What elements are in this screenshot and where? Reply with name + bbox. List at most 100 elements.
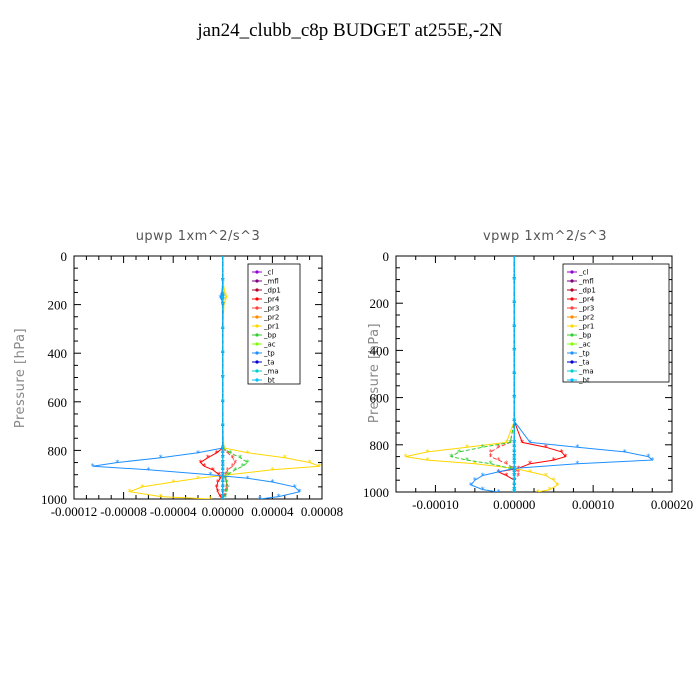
series-marker: * <box>504 460 508 469</box>
legend-marker <box>255 306 259 310</box>
series-marker: * <box>560 448 564 457</box>
series-marker: * <box>512 276 516 285</box>
series-marker: * <box>497 468 501 477</box>
chart-panel-2: vpwp 1xm^2/s^3 Pressure [hPa] 0 200 400 600 80… <box>363 229 693 512</box>
legend-label: _pr4 <box>263 296 280 304</box>
series-marker: * <box>497 468 501 477</box>
series-marker: * <box>520 438 524 447</box>
series-marker: * <box>512 394 516 403</box>
series-line-pr1 <box>127 256 320 499</box>
series-marker: * <box>225 483 229 492</box>
x-tick-label: -0.00004 <box>150 504 197 519</box>
series-marker: * <box>536 488 540 497</box>
x-tick-label: 0.00004 <box>251 504 294 519</box>
y-tick-label: 1000 <box>41 492 67 507</box>
series-marker: * <box>221 301 225 310</box>
series-marker: * <box>508 438 512 447</box>
legend-label: _ta <box>578 359 590 367</box>
series-marker: * <box>512 370 516 379</box>
series-marker: * <box>465 443 469 452</box>
legend-label: _bp <box>578 332 592 340</box>
series-marker: * <box>223 296 227 305</box>
series-marker: * <box>146 466 150 475</box>
series-marker: * <box>552 456 556 465</box>
series-marker: * <box>221 444 225 453</box>
series-marker: * <box>225 478 229 487</box>
series-marker: * <box>238 454 242 463</box>
legend-marker <box>570 342 574 346</box>
series-marker: * <box>221 471 225 480</box>
series-marker: * <box>221 466 225 475</box>
series-marker: * <box>465 456 469 465</box>
y-tick-label: 400 <box>48 346 68 361</box>
series-marker: * <box>481 486 485 495</box>
panel-title: vpwp 1xm^2/s^3 <box>483 229 607 244</box>
y-tick-label: 400 <box>370 343 390 358</box>
legend-label: _ac <box>578 341 591 349</box>
series-marker: * <box>226 483 230 492</box>
series-marker: * <box>211 466 215 475</box>
legend-marker <box>570 315 574 319</box>
series-marker: * <box>226 449 230 458</box>
series-marker: * <box>159 454 163 463</box>
series-marker: * <box>221 495 225 504</box>
series-marker: * <box>221 325 225 334</box>
series-marker: * <box>512 346 516 355</box>
series-marker: * <box>231 462 235 471</box>
legend-label: _ta <box>263 359 275 367</box>
series-marker: * <box>544 443 548 452</box>
series-marker: * <box>457 448 461 457</box>
series-marker: * <box>512 448 516 457</box>
series-marker: * <box>512 468 516 477</box>
series-marker: * <box>226 466 230 475</box>
series-marker: * <box>449 453 453 462</box>
legend-marker <box>570 306 574 310</box>
x-tick-label: -0.00008 <box>100 504 147 519</box>
series-marker: * <box>308 459 312 468</box>
series-marker: * <box>218 493 222 502</box>
series-marker: * <box>91 462 95 471</box>
legend-marker <box>570 288 574 292</box>
legend-marker <box>255 378 259 382</box>
series-marker: * <box>481 443 485 452</box>
series-marker: * <box>221 493 225 502</box>
legend-marker <box>570 369 574 373</box>
series-marker: * <box>469 481 473 490</box>
series-marker: * <box>221 349 225 358</box>
series-marker: * <box>512 443 516 452</box>
series-marker: * <box>223 488 227 497</box>
series-marker: * <box>473 460 477 469</box>
series-marker: * <box>198 459 202 468</box>
series-marker: * <box>208 495 212 504</box>
legend-marker <box>255 351 259 355</box>
y-tick-label: 0 <box>61 249 68 264</box>
legend-label: _cl <box>578 269 588 277</box>
series-marker: * <box>246 474 250 483</box>
series-marker: * <box>241 462 245 471</box>
legend-label: _pr3 <box>263 305 279 313</box>
legend-box <box>247 263 301 385</box>
series-marker: * <box>512 471 516 480</box>
legend-marker <box>255 315 259 319</box>
series-marker: * <box>512 456 516 465</box>
series-marker: * <box>548 486 552 495</box>
series-marker: * <box>246 449 250 458</box>
series-marker: * <box>222 493 226 502</box>
legend-label: _tp <box>263 350 275 358</box>
series-marker: * <box>216 488 220 497</box>
series-marker: * <box>489 448 493 457</box>
series-marker: * <box>516 468 520 477</box>
legend-label: _bt <box>263 377 275 385</box>
legend-label: _dp1 <box>578 287 596 295</box>
legend-marker <box>570 351 574 355</box>
series-marker: * <box>544 471 548 480</box>
legend-label: _pr2 <box>578 314 594 322</box>
legend-marker <box>255 369 259 373</box>
legend-marker <box>570 270 574 274</box>
legend-label: _pr2 <box>263 314 279 322</box>
series-marker: * <box>220 296 224 305</box>
series-marker: * <box>228 449 232 458</box>
series-marker: * <box>231 454 235 463</box>
series-marker: * <box>221 291 225 300</box>
y-tick-label: 600 <box>370 391 390 406</box>
